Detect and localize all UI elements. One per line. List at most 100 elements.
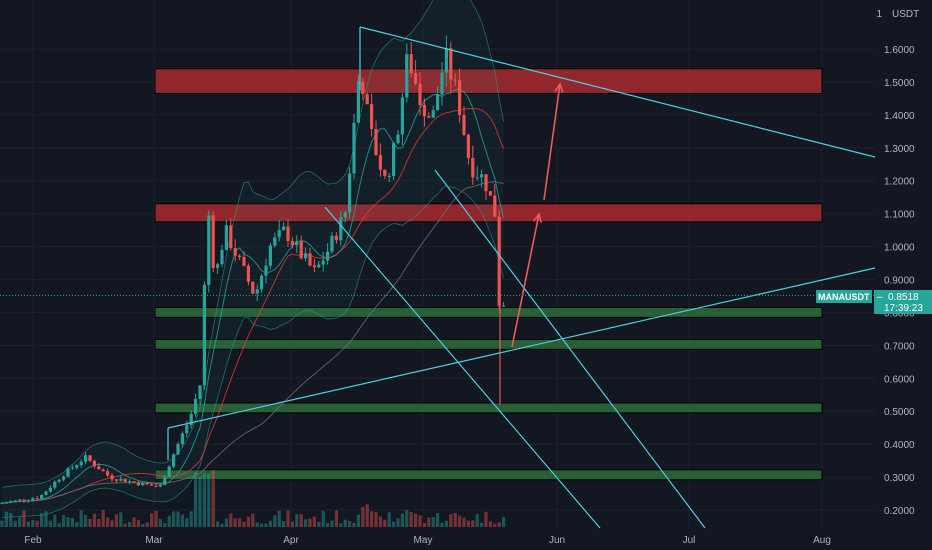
volume-bar: [493, 523, 497, 527]
volume-bar: [62, 514, 66, 527]
candle-body: [484, 174, 488, 192]
time-axis[interactable]: Feb Mar Apr May Jun Jul Aug: [24, 535, 831, 546]
candle-body: [374, 128, 378, 156]
descending-trendline-1: [324, 206, 601, 529]
candle-body: [414, 73, 418, 84]
band-lower: [1, 184, 504, 519]
volume-bar: [246, 516, 250, 527]
volume-bar: [207, 473, 211, 527]
y-tick-label: 1.2000: [884, 177, 915, 188]
volume-bar: [202, 473, 206, 527]
volume-bar: [167, 515, 171, 527]
resistance-zone: [154, 68, 823, 94]
volume-bar: [18, 517, 22, 527]
volume-bar: [458, 515, 462, 527]
volume-bar: [361, 506, 365, 527]
candle-body: [224, 225, 228, 250]
y-tick-label: 0.4000: [884, 440, 915, 451]
arrow-up-first-head: [532, 212, 542, 223]
volume-bar: [75, 522, 79, 527]
candle-body: [365, 94, 369, 105]
price-tag: MANAUSDT – 0.8518 17:39:23: [816, 290, 932, 314]
volume-bar: [216, 521, 220, 527]
candle-body: [444, 48, 448, 73]
candle-body: [79, 461, 83, 466]
volume-bar: [370, 511, 374, 527]
candle-body: [141, 482, 145, 486]
candle-body: [70, 467, 74, 469]
volume-bar: [57, 522, 61, 527]
volume-bar: [97, 518, 101, 527]
candle-body: [114, 479, 118, 481]
x-tick-label: Jul: [683, 535, 696, 546]
x-tick-label: Apr: [283, 535, 299, 546]
band-fill: [2, 0, 504, 518]
candle-body: [189, 413, 193, 426]
candle-body: [22, 499, 26, 501]
volume-bar: [101, 510, 105, 527]
candle-body: [339, 217, 343, 241]
candle-body: [128, 481, 132, 483]
candle-body: [312, 265, 316, 268]
volume-bar: [255, 522, 259, 527]
volume-bar: [123, 523, 127, 527]
candle-body: [475, 177, 479, 179]
y-tick-label: 1.1000: [884, 210, 915, 221]
candle-body: [101, 469, 105, 472]
descending-resistance-trendline: [359, 26, 876, 158]
candle-body: [471, 157, 475, 178]
volume-bar: [136, 519, 140, 527]
candle-body: [97, 466, 101, 470]
candle-body: [123, 478, 127, 482]
volume-bar: [378, 516, 382, 527]
volume-bar: [48, 520, 52, 527]
volume-bar: [132, 517, 136, 527]
candle-body: [268, 245, 272, 266]
price-axis[interactable]: 1.6000 1.5000 1.4000 1.3000 1.2000 1.1000 1.00…: [884, 45, 915, 517]
volume-bar: [238, 518, 242, 527]
y-tick-label: 0.3000: [884, 473, 915, 484]
volume-bar: [488, 521, 492, 527]
volume-bar: [163, 523, 167, 527]
candle-body: [277, 229, 281, 238]
volume-bar: [409, 511, 413, 527]
volume-bar: [141, 523, 145, 527]
volume-bar: [339, 523, 343, 527]
volume-bar: [31, 520, 35, 527]
candle-body: [44, 491, 48, 496]
volume-bar: [277, 510, 281, 527]
candle-body: [145, 482, 149, 485]
x-tick-label: Mar: [145, 535, 163, 546]
volume-bar: [436, 512, 440, 527]
y-tick-label: 0.2000: [884, 506, 915, 517]
candle-body: [273, 237, 277, 246]
candle-body: [238, 255, 242, 257]
price-symbol: MANAUSDT: [818, 292, 870, 302]
volume-bar: [405, 509, 409, 527]
volume-bar: [114, 514, 118, 527]
x-tick-label: May: [414, 535, 433, 546]
candle-body: [321, 260, 325, 265]
volume-bar: [268, 520, 272, 527]
descending-trendline-2: [434, 169, 706, 529]
candle-body: [466, 134, 470, 158]
volume-bar: [110, 520, 114, 527]
candle-body: [53, 481, 57, 488]
volume-bar: [383, 519, 387, 527]
volume-bar: [356, 514, 360, 527]
volume-bar: [312, 516, 316, 527]
candle-body: [132, 481, 136, 483]
volume-bar: [154, 510, 158, 527]
candle-body: [431, 110, 435, 118]
volume-bar: [475, 513, 479, 527]
candle-body: [251, 281, 255, 294]
volume-bar: [13, 520, 17, 527]
x-tick-label: Feb: [24, 535, 42, 546]
price-value: 0.8518: [888, 292, 919, 303]
candle-body: [172, 454, 176, 467]
candle-body: [264, 265, 268, 276]
candle-body: [136, 482, 140, 486]
candle-body: [480, 174, 484, 178]
volume-bar: [44, 511, 48, 527]
